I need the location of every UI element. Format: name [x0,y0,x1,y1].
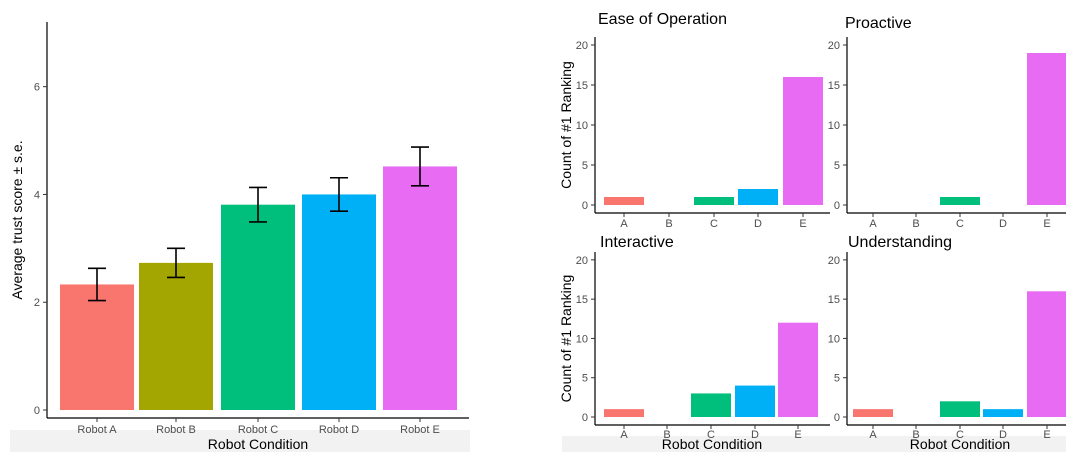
error-bar [330,176,348,212]
bar-robot-a [60,284,134,410]
bar-robot-e [383,166,457,410]
y-tick-label: 20 [576,40,588,52]
x-tick-label: C [956,429,964,441]
bar-a [853,409,893,417]
y-tick-label: 10 [576,333,588,345]
panel-title: Proactive [845,15,912,32]
y-tick-label: 0 [834,412,840,424]
x-tick-label: C [710,218,718,230]
bar-e [1027,291,1066,417]
y-tick-label: 10 [828,120,840,132]
y-tick-label: 10 [576,120,588,132]
bar-e [1027,53,1066,205]
bar-d [983,409,1023,417]
panel-title: Understanding [848,234,952,251]
x-tick-label: A [620,218,628,230]
y-tick-label: 20 [576,255,588,267]
x-tick-label: B [665,218,672,230]
bar-robot-b [139,262,213,410]
x-tick-label: E [794,429,801,441]
error-bar [411,146,429,187]
error-bar [88,267,106,302]
error-bar [167,247,185,279]
y-tick-label: 0 [582,200,588,212]
x-tick-label: D [999,429,1007,441]
x-tick-label: D [751,429,759,441]
bar-a [604,197,644,205]
x-tick-label: B [912,429,919,441]
bar-c [691,393,731,417]
y-tick-label: 15 [576,80,588,92]
x-tick-label: Robot B [156,424,196,436]
x-tick-label: D [999,218,1007,230]
bar-robot-c [221,204,295,410]
y-tick-label: 5 [582,373,588,385]
x-tick-label: Robot D [319,424,359,436]
y-tick-label: 15 [576,294,588,306]
x-axis-title: Robot Condition [662,436,762,452]
x-tick-label: E [799,218,806,230]
bar-c [940,197,980,205]
bar-e [783,77,823,205]
footer-strip [10,430,470,452]
y-tick-label: 5 [834,160,840,172]
y-tick-label: 4 [34,189,40,201]
y-axis-title: Average trust score ± s.e. [9,140,25,299]
x-tick-label: B [912,218,919,230]
y-tick-label: 0 [34,405,40,417]
bar-c [694,197,734,205]
x-tick-label: E [1043,218,1050,230]
y-tick-label: 5 [582,160,588,172]
x-tick-label: C [956,218,964,230]
y-tick-label: 20 [828,255,840,267]
y-tick-label: 15 [828,80,840,92]
chart-panel-1: 0 2 4 6 Robot A Robot B Robot C Robot D Robot E R… [9,22,470,452]
y-tick-label: 6 [34,82,40,94]
x-tick-label: E [1043,429,1050,441]
x-tick-label: Robot E [400,424,440,436]
y-tick-label: 15 [828,294,840,306]
y-tick-label: 0 [834,200,840,212]
footer-strip [562,436,1066,452]
y-tick-label: 5 [834,373,840,385]
y-axis-title: Count of #1 Ranking [558,61,574,189]
x-tick-label: Robot A [77,424,117,436]
chart-panel-5: 0 5 10 15 20 A B C D E Understanding Robot Conditio… [828,234,1066,452]
x-tick-label: C [707,429,715,441]
y-tick-label: 10 [828,333,840,345]
y-axis-title: Count of #1 Ranking [558,275,574,403]
y-tick-label: 0 [582,412,588,424]
y-tick-label: 20 [828,40,840,52]
error-bar [249,186,267,223]
x-tick-label: B [663,429,670,441]
bar-robot-d [302,194,376,410]
x-tick-label: A [620,429,628,441]
x-tick-label: A [869,429,877,441]
bar-e [778,322,818,417]
panel-title: Ease of Operation [598,11,727,28]
panel-title: Interactive [600,234,674,251]
bar-d [735,385,775,417]
chart-panel-3: 0 5 10 15 20 A B C D E Proactive [828,15,1066,230]
x-axis-title: Robot Condition [910,436,1010,452]
y-tick-label: 2 [34,297,40,309]
bar-d [738,189,778,205]
bar-c [940,401,980,417]
bar-a [604,409,644,417]
x-axis-title: Robot Condition [208,436,308,452]
chart-panel-2: 0 5 10 15 20 A B C D E Ease of Operation Count of #… [558,11,830,230]
x-tick-label: A [869,218,877,230]
x-tick-label: Robot C [238,424,278,436]
x-tick-label: D [754,218,762,230]
